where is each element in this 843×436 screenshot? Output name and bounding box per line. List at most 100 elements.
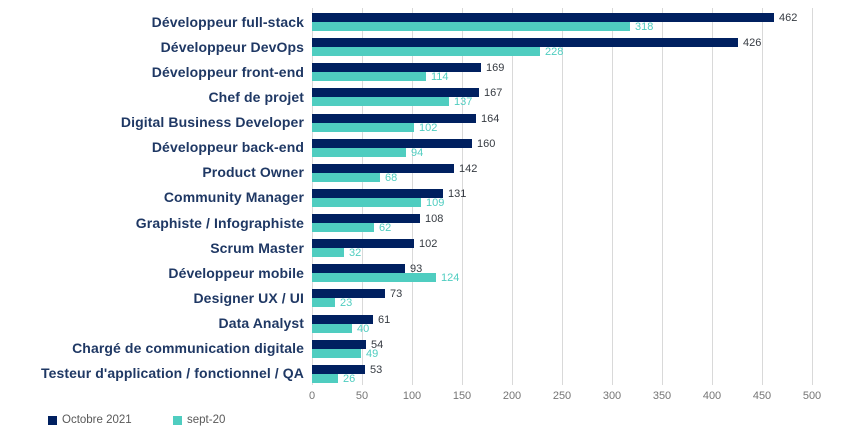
category-label-charg-de-communication-digitale: Chargé de communication digitale bbox=[72, 340, 304, 357]
bar-octobre-2021 bbox=[312, 264, 405, 274]
bar-octobre-2021 bbox=[312, 214, 420, 224]
bar-sept-20 bbox=[312, 72, 426, 82]
value-label-octobre-2021: 61 bbox=[378, 313, 391, 326]
gridline bbox=[612, 8, 613, 385]
bar-sept-20 bbox=[312, 97, 449, 107]
value-label-octobre-2021: 102 bbox=[419, 238, 438, 251]
value-label-sept-20: 109 bbox=[426, 196, 445, 209]
bar-octobre-2021 bbox=[312, 38, 738, 48]
bar-sept-20 bbox=[312, 22, 630, 31]
value-label-sept-20: 114 bbox=[431, 71, 449, 84]
category-label-testeur-d-application-fonctionnel-qa: Testeur d'application / fonctionnel / QA bbox=[41, 365, 304, 382]
category-label-community-manager: Community Manager bbox=[163, 189, 304, 206]
category-label-d-veloppeur-front-end: Développeur front-end bbox=[151, 63, 304, 80]
legend-swatch-icon bbox=[48, 415, 57, 425]
gridline bbox=[462, 8, 463, 385]
bar-sept-20 bbox=[312, 273, 436, 283]
bar-sept-20 bbox=[312, 47, 540, 57]
bar-octobre-2021 bbox=[312, 63, 481, 73]
value-label-octobre-2021: 167 bbox=[484, 87, 503, 100]
value-label-octobre-2021: 54 bbox=[371, 338, 384, 351]
value-label-octobre-2021: 53 bbox=[370, 363, 383, 376]
category-label-scrum-master: Scrum Master bbox=[210, 239, 304, 256]
bar-octobre-2021 bbox=[312, 239, 414, 249]
bar-octobre-2021 bbox=[312, 163, 454, 173]
bar-octobre-2021 bbox=[312, 314, 373, 324]
category-label-graphiste-infographiste: Graphiste / Infographiste bbox=[135, 214, 304, 231]
value-label-sept-20: 94 bbox=[411, 146, 424, 159]
bar-octobre-2021 bbox=[312, 138, 472, 148]
category-label-chef-de-projet: Chef de projet bbox=[208, 88, 304, 105]
value-label-octobre-2021: 160 bbox=[477, 137, 496, 150]
gridline bbox=[812, 8, 813, 385]
x-axis-tick-label: 100 bbox=[402, 390, 422, 402]
bar-octobre-2021 bbox=[312, 13, 774, 22]
bar-octobre-2021 bbox=[312, 88, 479, 98]
bar-sept-20 bbox=[312, 223, 374, 233]
bar-sept-20 bbox=[312, 373, 338, 383]
x-axis-tick-label: 450 bbox=[752, 390, 772, 402]
value-label-octobre-2021: 73 bbox=[390, 288, 403, 301]
category-label-d-veloppeur-mobile: Développeur mobile bbox=[168, 264, 304, 281]
bar-octobre-2021 bbox=[312, 289, 385, 299]
legend-item-octobre-2021: Octobre 2021 bbox=[48, 412, 132, 428]
value-label-octobre-2021: 93 bbox=[410, 263, 423, 276]
value-label-sept-20: 137 bbox=[454, 96, 473, 109]
x-axis-tick-label: 200 bbox=[502, 390, 522, 402]
value-label-sept-20: 68 bbox=[385, 171, 398, 184]
value-label-octobre-2021: 169 bbox=[486, 62, 505, 75]
x-axis-tick-label: 50 bbox=[355, 390, 369, 402]
x-axis-tick-label: 400 bbox=[702, 390, 722, 402]
bar-sept-20 bbox=[312, 298, 335, 308]
value-label-octobre-2021: 426 bbox=[743, 37, 762, 50]
category-label-product-owner: Product Owner bbox=[202, 164, 304, 181]
x-axis-tick-label: 500 bbox=[802, 390, 822, 402]
category-label-d-veloppeur-full-stack: Développeur full-stack bbox=[151, 13, 304, 30]
bar-octobre-2021 bbox=[312, 113, 476, 123]
x-axis-tick-label: 150 bbox=[452, 390, 472, 402]
x-axis-tick-label: 0 bbox=[308, 390, 316, 402]
value-label-octobre-2021: 131 bbox=[448, 187, 467, 200]
x-axis-tick-label: 300 bbox=[602, 390, 622, 402]
legend-item-sept-20: sept-20 bbox=[173, 412, 225, 428]
gridline bbox=[762, 8, 763, 385]
value-label-sept-20: 23 bbox=[340, 297, 353, 310]
value-label-octobre-2021: 462 bbox=[779, 12, 798, 24]
gridline bbox=[662, 8, 663, 385]
bar-sept-20 bbox=[312, 348, 361, 358]
category-label-d-veloppeur-back-end: Développeur back-end bbox=[151, 139, 304, 156]
bar-octobre-2021 bbox=[312, 188, 443, 198]
bar-sept-20 bbox=[312, 197, 421, 207]
bar-sept-20 bbox=[312, 122, 414, 132]
value-label-sept-20: 26 bbox=[343, 372, 356, 385]
legend-swatch-icon bbox=[173, 415, 182, 425]
legend-label: Octobre 2021 bbox=[62, 414, 132, 426]
value-label-sept-20: 318 bbox=[635, 21, 654, 33]
x-axis: 0 50 100 150 200 250 300 350 400 450 500 bbox=[308, 390, 821, 404]
gridline bbox=[512, 8, 513, 385]
bar-sept-20 bbox=[312, 147, 406, 157]
bar-sept-20 bbox=[312, 323, 352, 333]
value-label-sept-20: 32 bbox=[349, 247, 362, 260]
category-label-designer-ux-ui: Designer UX / UI bbox=[193, 289, 304, 306]
value-label-sept-20: 40 bbox=[357, 322, 370, 335]
value-label-sept-20: 62 bbox=[379, 222, 392, 235]
value-label-octobre-2021: 164 bbox=[481, 112, 500, 125]
value-label-sept-20: 49 bbox=[366, 347, 379, 360]
bar-octobre-2021 bbox=[312, 339, 366, 349]
value-label-sept-20: 124 bbox=[441, 272, 460, 285]
bar-octobre-2021 bbox=[312, 364, 365, 374]
category-label-data-analyst: Data Analyst bbox=[218, 315, 304, 332]
category-label-d-veloppeur-devops: Développeur DevOps bbox=[160, 38, 304, 55]
value-label-octobre-2021: 108 bbox=[425, 213, 444, 226]
gridline bbox=[562, 8, 563, 385]
legend: Octobre 2021 sept-20 bbox=[0, 412, 843, 428]
category-label-digital-business-developer: Digital Business Developer bbox=[120, 114, 304, 131]
value-label-sept-20: 102 bbox=[419, 121, 438, 134]
value-label-sept-20: 228 bbox=[545, 46, 564, 59]
bar-sept-20 bbox=[312, 172, 380, 182]
legend-label: sept-20 bbox=[187, 414, 226, 426]
x-axis-tick-label: 250 bbox=[552, 390, 572, 402]
x-axis-tick-label: 350 bbox=[652, 390, 672, 402]
